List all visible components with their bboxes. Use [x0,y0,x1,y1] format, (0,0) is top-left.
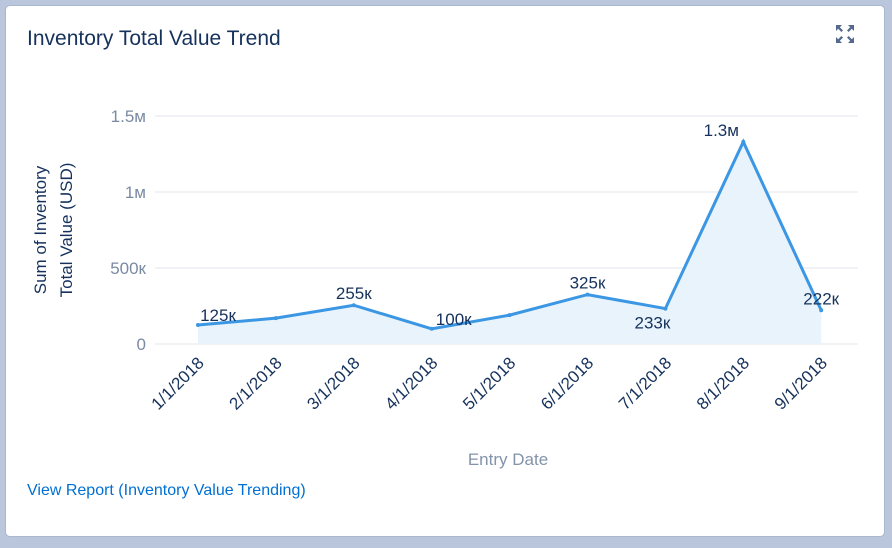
data-point [585,292,590,297]
x-tick-label: 7/1/2018 [615,353,675,413]
x-tick-label: 9/1/2018 [771,353,831,413]
y-axis-title: Sum of Inventory Total Value (USD) [31,163,76,298]
data-label: 1.3м [704,121,739,140]
x-axis-title: Entry Date [468,450,548,469]
data-point [429,326,434,331]
y-tick-label: 500к [110,259,146,278]
x-tick-label: 6/1/2018 [537,353,597,413]
y-tick-label: 0 [137,335,146,354]
data-label: 100к [436,310,472,329]
y-tick-label: 1.5м [111,107,146,126]
data-point [663,306,668,311]
x-tick-label: 2/1/2018 [225,353,285,413]
x-tick-label: 5/1/2018 [459,353,519,413]
x-tick-label: 1/1/2018 [148,353,208,413]
x-tick-label: 4/1/2018 [381,353,441,413]
y-tick-label: 1м [125,183,146,202]
data-point [507,313,512,318]
data-label: 233к [634,314,670,333]
data-label: 325к [570,274,606,293]
x-tick-label: 3/1/2018 [303,353,363,413]
data-point [741,139,746,144]
card-title: Inventory Total Value Trend [27,27,281,50]
data-point [351,303,356,308]
data-point [196,323,200,327]
x-tick-label: 8/1/2018 [693,353,753,413]
data-label: 125к [200,306,236,325]
view-report-link[interactable]: View Report (Inventory Value Trending) [27,482,306,499]
data-point [819,308,824,313]
expand-icon[interactable] [833,22,857,46]
data-label: 255к [336,284,372,303]
data-label: 222к [803,289,839,308]
data-point [273,316,278,321]
